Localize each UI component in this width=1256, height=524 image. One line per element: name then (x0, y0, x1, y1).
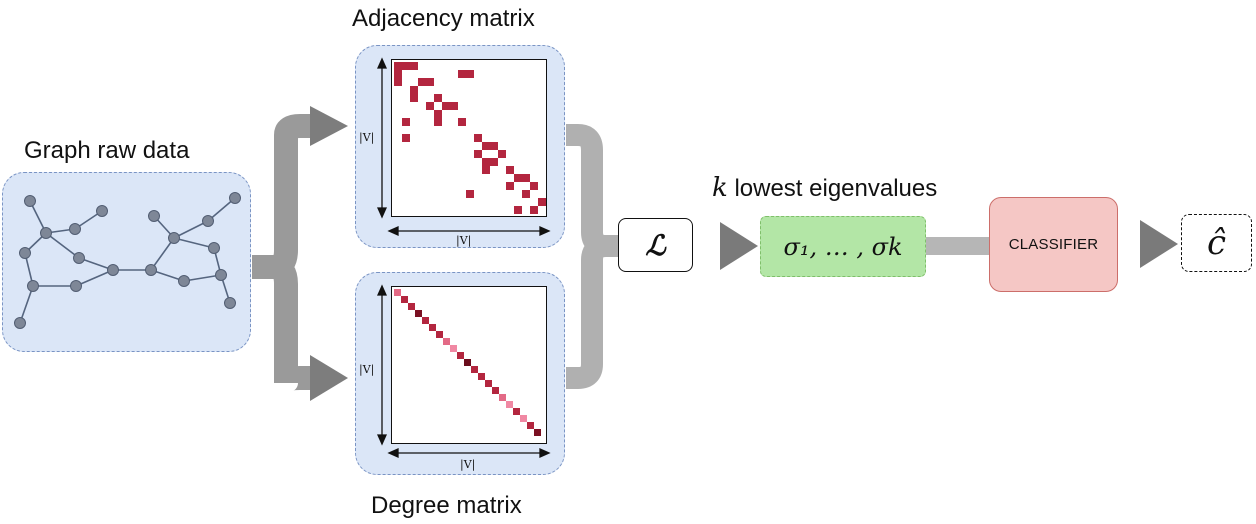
fork-connector (252, 114, 312, 391)
graph-panel (2, 172, 251, 352)
degree-col-size-label: |V| (460, 458, 476, 471)
eigenvalues-box: σ₁, … , σk (760, 216, 926, 277)
merge-connector (566, 124, 620, 389)
degree-matrix-title: Degree matrix (371, 492, 522, 519)
degree-dimension-arrows (376, 284, 551, 459)
adjacency-col-size-label: |V| (456, 234, 472, 247)
adjacency-row-size-label: |V| (359, 131, 375, 144)
arrow-head-to-degree (310, 355, 348, 401)
laplacian-box: ℒ (618, 218, 693, 272)
output-box: ĉ (1181, 214, 1252, 272)
k-variable: k (712, 173, 728, 203)
laplacian-symbol: ℒ (645, 228, 666, 262)
classifier-label: CLASSIFIER (1008, 236, 1099, 253)
adjacency-matrix-title: Adjacency matrix (352, 5, 535, 32)
eigenvalue-sequence: σ₁, … , σk (783, 232, 903, 261)
adjacency-matrix-frame (391, 59, 547, 217)
eigen-title-text: lowest eigenvalues (734, 175, 938, 202)
graph-edges (19, 197, 236, 324)
adjacency-matrix-cells (394, 62, 546, 214)
adjacency-dimension-arrows (376, 57, 551, 237)
graph-drawing (14, 192, 241, 329)
degree-panel: |V| |V| (355, 272, 565, 475)
arrow-head-to-adjacency (310, 106, 348, 146)
output-symbol: ĉ (1206, 223, 1227, 263)
degree-matrix-frame (391, 286, 547, 444)
degree-matrix-cells (394, 289, 541, 436)
arrow-head-to-eigen (720, 222, 758, 270)
adjacency-panel: |V| |V| (355, 45, 565, 248)
graph-nodes (14, 192, 241, 329)
classifier-box: CLASSIFIER (989, 197, 1118, 292)
degree-row-size-label: |V| (359, 363, 375, 376)
arrow-head-to-output (1140, 220, 1178, 268)
graph-raw-data-label: Graph raw data (24, 137, 190, 164)
eigen-title: k lowest eigenvalues (712, 175, 937, 201)
